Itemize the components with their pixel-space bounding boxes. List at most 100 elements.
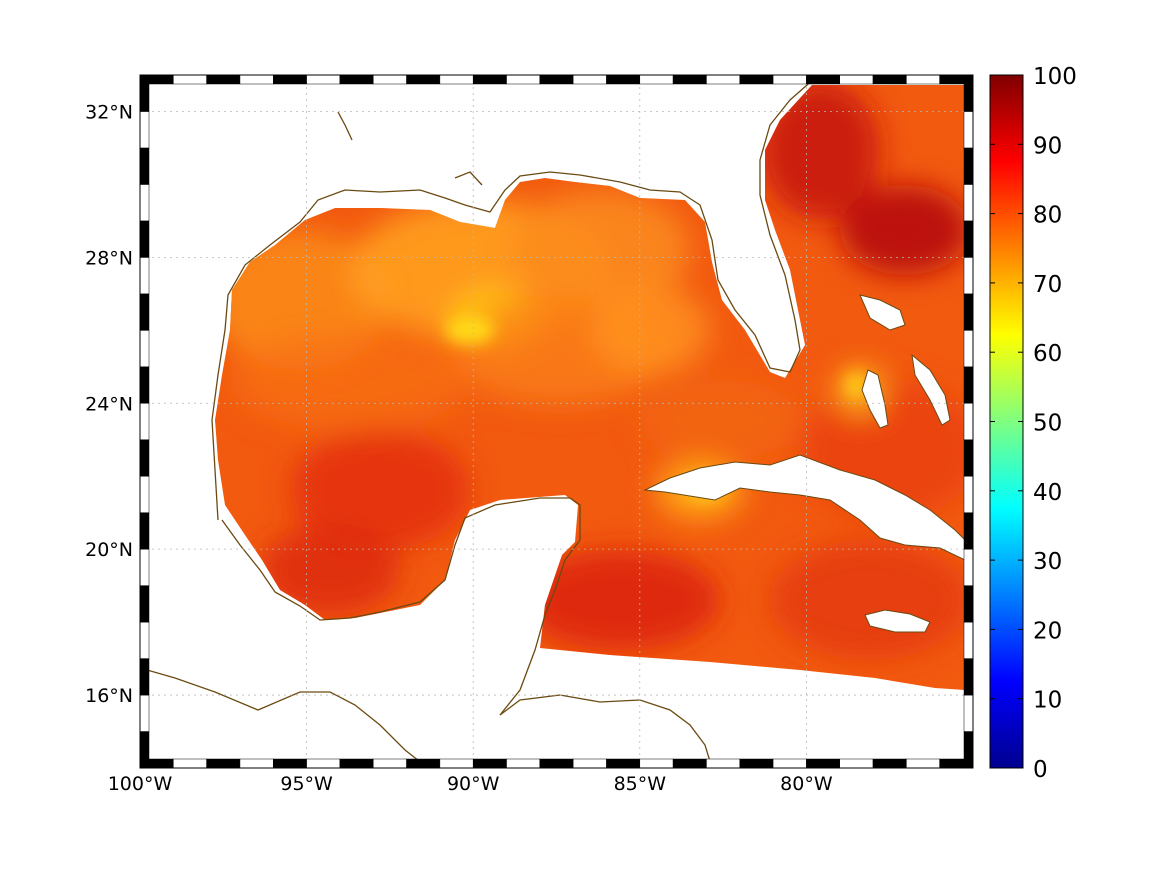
frame-segment-bottom — [472, 758, 507, 769]
frame-segment-bottom — [339, 758, 374, 769]
frame-segment-bottom — [772, 758, 807, 769]
frame-segment-bottom — [273, 758, 307, 769]
latitude-label: 32°N — [85, 101, 133, 123]
frame-segment-bottom — [306, 758, 341, 769]
frame-segment-bottom — [239, 758, 274, 769]
frame-segment-right — [963, 403, 974, 440]
frame-segment-right — [963, 439, 974, 477]
frame-segment-left — [139, 621, 150, 659]
frame-segment-left — [139, 585, 150, 623]
frame-segment-top — [806, 74, 840, 85]
jamaica-island — [864, 609, 931, 633]
colorbar-tick-label: 60 — [1033, 341, 1062, 367]
frame-segment-right — [963, 74, 974, 112]
latitude-label: 24°N — [85, 393, 133, 415]
frame-segment-bottom — [372, 758, 407, 769]
frame-segment-left — [139, 694, 150, 732]
coastline — [140, 77, 816, 768]
frame-segment-bottom — [906, 758, 940, 769]
frame-segment-top — [772, 74, 807, 85]
colorbar-tick-label: 80 — [1033, 203, 1062, 229]
frame-segment-bottom — [706, 758, 741, 769]
frame-segment-top — [706, 74, 741, 85]
frame-segment-left — [139, 220, 150, 258]
frame-segment-top — [606, 74, 641, 85]
frame-segment-right — [963, 220, 974, 258]
frame-segment-right — [963, 147, 974, 185]
graticule — [140, 75, 973, 768]
frame-segment-bottom — [439, 758, 474, 769]
frame-segment-left — [139, 147, 150, 185]
frame-segment-left — [139, 184, 150, 222]
frame-segment-right — [963, 585, 974, 623]
islands — [643, 294, 966, 633]
frame-segment-right — [963, 475, 974, 513]
longitude-label: 90°W — [447, 773, 500, 795]
colorbar-tick-label: 90 — [1033, 133, 1062, 159]
frame-segment-left — [139, 731, 150, 769]
frame-segment-left — [139, 403, 150, 440]
frame-segment-top — [372, 74, 407, 85]
frame-segment-top — [472, 74, 507, 85]
longitude-label: 80°W — [780, 773, 833, 795]
frame-segment-left — [139, 293, 150, 331]
frame-segment-right — [963, 111, 974, 149]
frame-segment-right — [963, 658, 974, 696]
frame-segment-bottom — [872, 758, 907, 769]
colorbar-tick-label: 100 — [1033, 64, 1077, 90]
frame-segment-left — [139, 475, 150, 513]
frame-segment-top — [872, 74, 907, 85]
frame-segment-right — [963, 512, 974, 550]
colorbar-tick-label: 10 — [1033, 688, 1062, 714]
frame-segment-bottom — [839, 758, 874, 769]
longitude-label: 100°W — [108, 773, 173, 795]
frame-segment-top — [572, 74, 607, 85]
frame-segment-top — [672, 74, 707, 85]
bahamas-eleuthera — [911, 353, 951, 426]
map-border — [139, 74, 974, 769]
frame-segment-top — [273, 74, 307, 85]
latitude-label: 20°N — [85, 539, 133, 561]
frame-segment-right — [963, 694, 974, 732]
frame-segment-left — [139, 330, 150, 368]
frame-segment-top — [239, 74, 274, 85]
frame-segment-left — [139, 658, 150, 696]
frame-segment-bottom — [173, 758, 207, 769]
frame-segment-right — [963, 366, 974, 404]
bahamas-andros — [861, 369, 889, 429]
colorbar-tick-label: 20 — [1033, 618, 1062, 644]
frame-segment-bottom — [606, 758, 641, 769]
frame-segment-right — [963, 621, 974, 659]
frame-segment-bottom — [639, 758, 674, 769]
latitude-labels: 16°N 20°N 24°N 28°N 32°N — [85, 101, 133, 707]
frame-segment-left — [139, 439, 150, 477]
frame-segment-top — [639, 74, 674, 85]
frame-segment-top — [306, 74, 341, 85]
frame-segment-right — [963, 257, 974, 295]
frame-segment-right — [963, 293, 974, 331]
frame-segment-top — [206, 74, 241, 85]
frame-segment-left — [139, 111, 150, 149]
frame-segment-bottom — [572, 758, 607, 769]
frame-segment-right — [963, 548, 974, 586]
frame-segment-top — [839, 74, 874, 85]
colorbar — [989, 74, 1024, 769]
frame-segment-top — [906, 74, 940, 85]
frame-segment-top — [539, 74, 574, 85]
frame-segment-top — [739, 74, 774, 85]
frame-segment-bottom — [206, 758, 241, 769]
frame-segment-left — [139, 257, 150, 295]
frame-segment-left — [139, 512, 150, 550]
frame-segment-bottom — [406, 758, 441, 769]
bahamas-abaco — [859, 294, 906, 331]
longitude-labels: 100°W 95°W 90°W 85°W 80°W — [108, 773, 833, 795]
frame-segment-left — [139, 548, 150, 586]
colorbar-tick-label: 50 — [1033, 411, 1062, 437]
colorbar-tick-label: 70 — [1033, 272, 1062, 298]
colorbar-tick-label: 0 — [1033, 757, 1048, 783]
frame-segment-top — [339, 74, 374, 85]
frame-segment-right — [963, 330, 974, 368]
frame-segment-top — [506, 74, 541, 85]
frame-segment-bottom — [506, 758, 541, 769]
